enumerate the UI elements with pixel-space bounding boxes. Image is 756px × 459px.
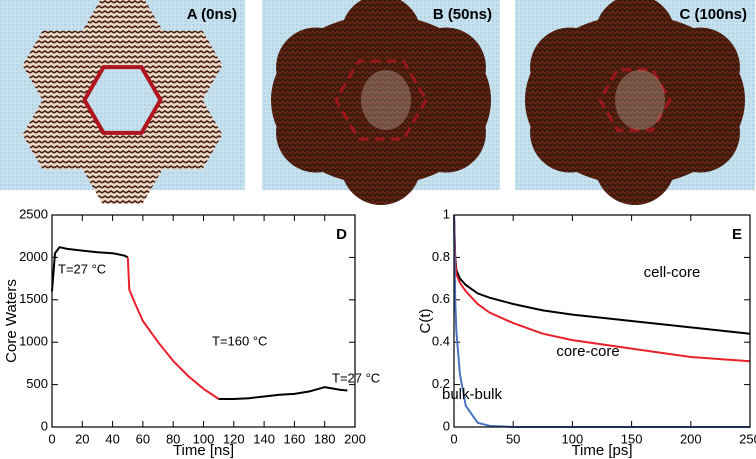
x-tick-label: 0 bbox=[48, 431, 55, 446]
x-tick-label: 120 bbox=[223, 431, 245, 446]
series-line bbox=[453, 214, 751, 363]
snapshot-label: A (0ns) bbox=[187, 6, 237, 23]
cell-wall bbox=[22, 100, 103, 170]
x-tick-label: 20 bbox=[75, 431, 89, 446]
y-tick-label: 0 bbox=[443, 418, 450, 433]
y-tick-label: 1000 bbox=[19, 334, 48, 349]
snapshot-label: B (50ns) bbox=[433, 6, 492, 23]
snapshot-label: C (100ns) bbox=[679, 6, 747, 23]
charts: 0 20 40 60 80 100 120 140 160 180 2000500100015002… bbox=[3, 206, 756, 459]
core-glow bbox=[615, 70, 665, 130]
x-axis-label: Time [ns] bbox=[173, 442, 234, 459]
panel-label: D bbox=[336, 226, 347, 243]
cell-mass bbox=[659, 27, 740, 108]
series-label: cell-core bbox=[644, 264, 701, 281]
y-tick-label: 0.8 bbox=[432, 249, 450, 264]
cell-wall bbox=[82, 134, 163, 204]
x-tick-label: 200 bbox=[680, 431, 702, 446]
cell-mass bbox=[530, 92, 611, 173]
series-line bbox=[51, 246, 129, 292]
cell-wall bbox=[142, 30, 223, 101]
y-axis-label: Core Waters bbox=[3, 279, 20, 363]
cell-wall bbox=[82, 0, 163, 66]
x-tick-label: 50 bbox=[506, 431, 520, 446]
plot-frame bbox=[51, 214, 356, 428]
series-line bbox=[218, 386, 348, 400]
snapshot: B (50ns) bbox=[262, 0, 500, 205]
cell-mass bbox=[595, 0, 675, 75]
x-tick-label: 40 bbox=[105, 431, 119, 446]
series-label: bulk-bulk bbox=[442, 386, 503, 403]
cell-wall bbox=[82, 65, 163, 135]
cell-mass bbox=[659, 92, 740, 173]
cell-mass bbox=[341, 0, 421, 75]
snapshot: A (0ns) bbox=[0, 0, 245, 204]
x-tick-label: 200 bbox=[344, 431, 366, 446]
x-tick-label: 100 bbox=[193, 431, 215, 446]
snapshot: C (100ns) bbox=[515, 0, 755, 205]
x-tick-label: 60 bbox=[136, 431, 150, 446]
plot-frame bbox=[453, 214, 751, 428]
series-line bbox=[126, 257, 220, 400]
y-tick-label: 0.6 bbox=[432, 291, 450, 306]
y-tick-label: 0.4 bbox=[432, 334, 450, 349]
y-tick-label: 500 bbox=[26, 376, 48, 391]
x-tick-label: 150 bbox=[621, 431, 643, 446]
cell-mass bbox=[530, 27, 611, 108]
y-axis-label: C(t) bbox=[417, 309, 434, 334]
y-tick-label: 1500 bbox=[19, 291, 48, 306]
y-tick-label: 0.2 bbox=[432, 376, 450, 391]
x-axis-label: Time [ps] bbox=[571, 442, 632, 459]
x-tick-label: 0 bbox=[450, 431, 457, 446]
x-tick-label: 180 bbox=[314, 431, 336, 446]
annotation: T=27 °C bbox=[332, 370, 380, 385]
annotation: T=27 °C bbox=[58, 261, 106, 276]
y-tick-label: 2500 bbox=[19, 206, 48, 221]
cell-mass bbox=[341, 125, 421, 205]
x-tick-label: 140 bbox=[253, 431, 275, 446]
panel-label: E bbox=[732, 226, 742, 243]
annotation: T=160 °C bbox=[212, 333, 267, 348]
x-tick-label: 250 bbox=[739, 431, 756, 446]
core-ring bbox=[82, 65, 163, 135]
x-tick-label: 100 bbox=[562, 431, 584, 446]
cell-wall bbox=[22, 30, 103, 101]
cell-mass bbox=[405, 27, 486, 108]
series-label: core-core bbox=[556, 343, 619, 360]
y-tick-label: 1 bbox=[443, 206, 450, 221]
core-ring bbox=[334, 59, 428, 141]
y-tick-label: 0 bbox=[41, 418, 48, 433]
cell-mass bbox=[405, 92, 486, 173]
cell-wall bbox=[142, 100, 223, 170]
cell-mass bbox=[276, 27, 357, 108]
snapshots: A (0ns) B (50ns) C (100ns) bbox=[0, 0, 755, 205]
chart: 0 50 100 150 200 250 0 0.2 0.4 0.6 0.8 1 cell-core co… bbox=[417, 206, 756, 459]
core-glow bbox=[361, 70, 411, 130]
cell-mass bbox=[276, 92, 357, 173]
x-tick-label: 80 bbox=[166, 431, 180, 446]
x-tick-label: 160 bbox=[284, 431, 306, 446]
cell-mass bbox=[595, 125, 675, 205]
y-tick-label: 2000 bbox=[19, 249, 48, 264]
chart: 0 20 40 60 80 100 120 140 160 180 2000500100015002… bbox=[3, 206, 380, 459]
core-ring bbox=[598, 68, 672, 132]
